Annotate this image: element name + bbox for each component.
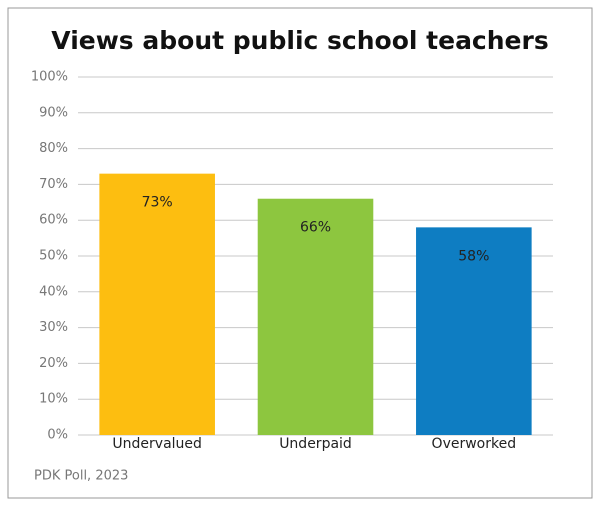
value-label: 66% <box>300 220 331 236</box>
y-tick-label: 20% <box>39 356 68 371</box>
y-tick-label: 30% <box>39 320 68 335</box>
y-tick-label: 90% <box>39 105 68 120</box>
y-tick-label: 40% <box>39 284 68 299</box>
y-tick-label: 70% <box>39 177 68 192</box>
y-tick-label: 80% <box>39 141 68 156</box>
x-tick-label: Underpaid <box>279 436 352 452</box>
value-label: 73% <box>142 195 173 211</box>
source: PDK Poll, 2023 <box>34 469 128 484</box>
bar <box>416 227 532 435</box>
value-label: 58% <box>458 248 489 264</box>
y-tick-label: 0% <box>47 428 68 443</box>
y-tick-label: 60% <box>39 213 68 228</box>
y-tick-label: 10% <box>39 392 68 407</box>
bar <box>257 198 374 435</box>
chart-title: Views about public school teachers <box>51 26 548 55</box>
y-tick-label: 100% <box>31 70 68 85</box>
y-tick-label: 50% <box>39 249 68 264</box>
x-tick-label: Undervalued <box>112 436 202 452</box>
x-tick-label: Overworked <box>432 436 517 452</box>
bar <box>99 173 215 435</box>
